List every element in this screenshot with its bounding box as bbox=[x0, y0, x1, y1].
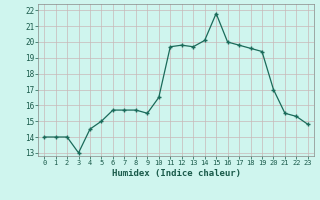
X-axis label: Humidex (Indice chaleur): Humidex (Indice chaleur) bbox=[111, 169, 241, 178]
